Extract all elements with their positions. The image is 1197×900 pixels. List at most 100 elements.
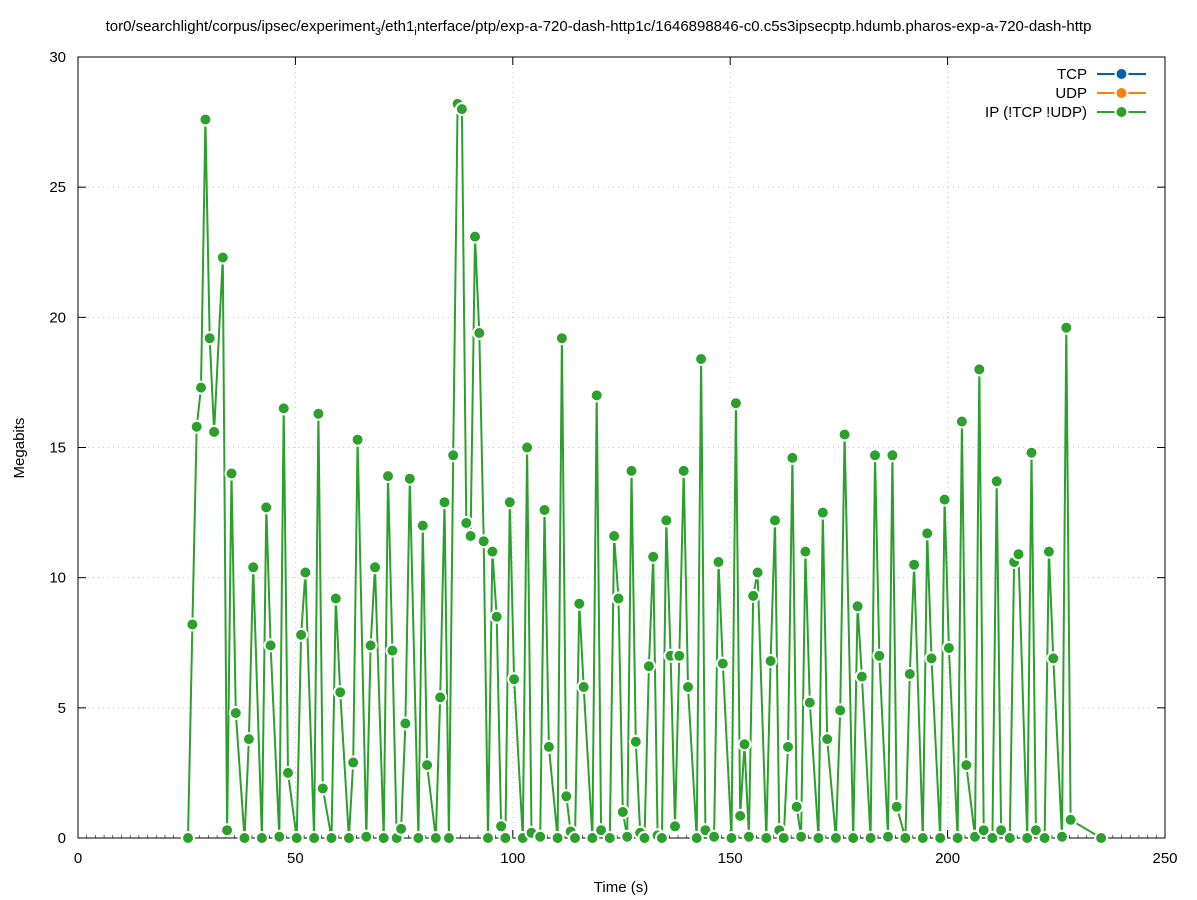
data-point: [733, 808, 748, 823]
data-point: [1002, 831, 1017, 845]
data-point: [533, 829, 548, 844]
data-point: [481, 831, 495, 845]
data-point: [489, 609, 504, 624]
data-point: [641, 659, 656, 674]
data-point: [1011, 547, 1026, 562]
data-point: [898, 831, 913, 845]
data-point: [976, 823, 991, 838]
data-point: [428, 831, 443, 845]
data-point: [950, 831, 965, 845]
data-point: [628, 734, 643, 749]
data-point: [485, 544, 500, 559]
legend-label: IP (!TCP !UDP): [985, 104, 1087, 121]
y-tick-label: 10: [49, 570, 66, 587]
data-point: [624, 463, 639, 478]
data-point: [724, 831, 739, 845]
tick-marks: 0 50 100 150 200 250 0 5 10 15 20 25 30: [49, 49, 1177, 867]
title-part: i: [414, 26, 417, 38]
x-tick-label: 100: [500, 850, 525, 867]
data-point: [941, 641, 956, 655]
data-point: [1037, 831, 1052, 845]
data-point: [711, 555, 726, 569]
data-point: [668, 819, 682, 834]
data-point: [350, 432, 365, 447]
data-point: [902, 667, 917, 681]
data-point: [294, 627, 309, 642]
data-point: [194, 380, 208, 395]
data-point: [850, 599, 865, 614]
data-point: [959, 758, 974, 773]
series-group: [181, 96, 1109, 845]
data-point: [572, 596, 587, 611]
data-point: [263, 638, 278, 653]
data-point: [433, 690, 448, 705]
data-point: [837, 427, 852, 442]
data-point: [289, 831, 304, 845]
data-point: [576, 680, 591, 694]
data-point: [568, 831, 582, 845]
data-point: [846, 831, 861, 845]
data-point: [1046, 651, 1061, 666]
data-point: [237, 831, 252, 845]
data-point: [463, 529, 478, 543]
data-point: [954, 414, 969, 429]
data-point: [820, 732, 835, 747]
data-point: [189, 419, 204, 434]
data-point: [763, 654, 778, 668]
data-point: [828, 831, 843, 845]
data-point: [398, 716, 413, 731]
data-point: [550, 831, 565, 845]
data-point: [759, 831, 774, 845]
data-point: [1063, 812, 1078, 827]
data-point: [881, 829, 895, 844]
data-point: [468, 229, 482, 244]
data-point: [707, 829, 722, 844]
legend-swatch-marker: [1114, 86, 1129, 100]
data-point: [381, 469, 395, 484]
data-point: [654, 831, 669, 845]
data-point: [620, 829, 635, 844]
data-point: [241, 732, 256, 747]
data-point: [768, 513, 782, 528]
data-point: [607, 529, 622, 543]
title-part: 3: [374, 26, 381, 38]
x-axis-label: Time (s): [594, 879, 648, 896]
x-tick-label: 250: [1152, 850, 1177, 867]
data-point: [368, 560, 382, 575]
data-point: [298, 565, 313, 580]
legend-swatch-marker: [1114, 105, 1129, 119]
y-tick-label: 5: [58, 700, 66, 717]
data-point: [746, 588, 761, 603]
data-point: [311, 406, 326, 421]
data-point: [689, 831, 704, 845]
data-point: [985, 831, 1000, 845]
data-point: [411, 831, 426, 845]
legend: TCP UDP IP (!TCP !UDP): [985, 66, 1146, 121]
data-point: [989, 474, 1004, 489]
data-point: [228, 706, 243, 720]
data-point: [315, 781, 330, 796]
data-point: [794, 829, 809, 844]
data-point: [1059, 320, 1074, 335]
data-point: [672, 648, 687, 663]
data-point: [272, 829, 287, 844]
y-axis-label: Megabits: [11, 418, 28, 479]
data-point: [537, 503, 552, 517]
data-point: [811, 831, 826, 845]
data-point: [933, 831, 948, 845]
data-point: [385, 643, 400, 658]
data-point: [307, 831, 322, 845]
data-point: [1055, 829, 1069, 844]
data-point: [507, 672, 522, 687]
data-point: [833, 703, 848, 718]
title-part: nterface/ptp/exp-a-720-dash-http1c/16468…: [416, 18, 1092, 35]
data-point: [559, 789, 574, 804]
data-point: [376, 831, 391, 845]
data-point: [907, 557, 922, 572]
data-point: [885, 448, 900, 463]
data-point: [415, 518, 430, 533]
data-point: [868, 448, 882, 463]
data-point: [1094, 831, 1109, 845]
data-point: [750, 565, 765, 580]
data-point: [920, 526, 935, 541]
